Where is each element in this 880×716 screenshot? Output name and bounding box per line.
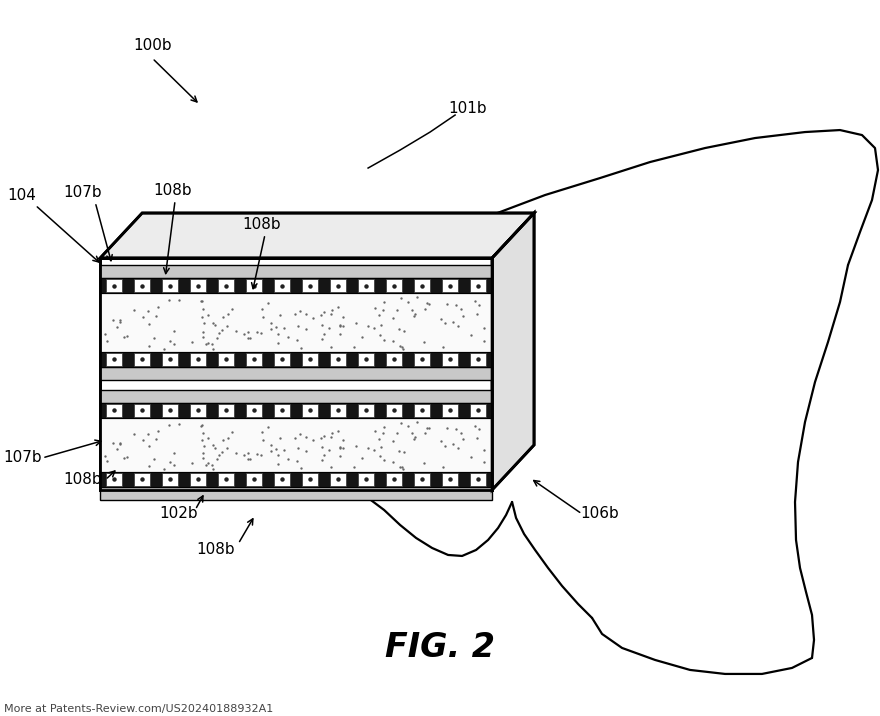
Polygon shape xyxy=(106,353,121,366)
Text: 101b: 101b xyxy=(449,100,488,115)
Polygon shape xyxy=(135,405,150,417)
Polygon shape xyxy=(330,405,346,417)
Polygon shape xyxy=(470,279,486,292)
Polygon shape xyxy=(443,353,458,366)
Polygon shape xyxy=(275,353,290,366)
Polygon shape xyxy=(358,279,374,292)
Text: 108b: 108b xyxy=(196,543,234,558)
Text: 102b: 102b xyxy=(158,506,197,521)
Polygon shape xyxy=(470,353,486,366)
Polygon shape xyxy=(190,405,206,417)
Polygon shape xyxy=(386,405,401,417)
Polygon shape xyxy=(275,473,290,485)
Polygon shape xyxy=(218,473,234,485)
Polygon shape xyxy=(106,405,121,417)
Polygon shape xyxy=(330,473,346,485)
Polygon shape xyxy=(358,473,374,485)
Polygon shape xyxy=(302,473,318,485)
Polygon shape xyxy=(100,265,492,278)
Polygon shape xyxy=(100,403,492,418)
Text: 107b: 107b xyxy=(62,185,101,200)
Polygon shape xyxy=(246,353,261,366)
Polygon shape xyxy=(106,279,121,292)
Polygon shape xyxy=(386,353,401,366)
Polygon shape xyxy=(414,473,429,485)
Polygon shape xyxy=(275,279,290,292)
Polygon shape xyxy=(443,473,458,485)
Polygon shape xyxy=(358,353,374,366)
Polygon shape xyxy=(100,278,492,293)
Polygon shape xyxy=(443,279,458,292)
Polygon shape xyxy=(100,418,492,472)
Polygon shape xyxy=(246,279,261,292)
Text: 108b: 108b xyxy=(243,216,282,231)
Polygon shape xyxy=(218,353,234,366)
Polygon shape xyxy=(100,293,492,352)
Polygon shape xyxy=(330,279,346,292)
Text: 108b: 108b xyxy=(62,473,101,488)
Polygon shape xyxy=(218,405,234,417)
Polygon shape xyxy=(386,279,401,292)
Text: 100b: 100b xyxy=(133,37,172,52)
Polygon shape xyxy=(162,405,178,417)
Polygon shape xyxy=(443,405,458,417)
Polygon shape xyxy=(246,405,261,417)
Text: 106b: 106b xyxy=(581,506,620,521)
Polygon shape xyxy=(135,279,150,292)
Polygon shape xyxy=(246,473,261,485)
Polygon shape xyxy=(100,258,492,490)
Polygon shape xyxy=(190,473,206,485)
Polygon shape xyxy=(414,279,429,292)
Polygon shape xyxy=(100,352,492,367)
Polygon shape xyxy=(162,473,178,485)
Text: 107b: 107b xyxy=(3,450,41,465)
Text: 104: 104 xyxy=(8,188,37,203)
Polygon shape xyxy=(100,487,492,500)
Text: 108b: 108b xyxy=(153,183,192,198)
Polygon shape xyxy=(275,405,290,417)
Polygon shape xyxy=(492,213,534,490)
Polygon shape xyxy=(100,390,492,403)
Polygon shape xyxy=(414,405,429,417)
Polygon shape xyxy=(330,353,346,366)
Polygon shape xyxy=(100,472,492,487)
Polygon shape xyxy=(414,353,429,366)
Polygon shape xyxy=(100,213,534,258)
Polygon shape xyxy=(218,279,234,292)
Polygon shape xyxy=(302,405,318,417)
Text: FIG. 2: FIG. 2 xyxy=(385,632,495,664)
Polygon shape xyxy=(302,353,318,366)
Polygon shape xyxy=(470,473,486,485)
Polygon shape xyxy=(190,279,206,292)
Polygon shape xyxy=(302,279,318,292)
Polygon shape xyxy=(162,353,178,366)
Polygon shape xyxy=(190,353,206,366)
Polygon shape xyxy=(470,405,486,417)
Polygon shape xyxy=(135,353,150,366)
Polygon shape xyxy=(135,473,150,485)
Polygon shape xyxy=(358,405,374,417)
Polygon shape xyxy=(386,473,401,485)
Polygon shape xyxy=(162,279,178,292)
Polygon shape xyxy=(100,367,492,380)
Text: More at Patents-Review.com/US20240188932A1: More at Patents-Review.com/US20240188932… xyxy=(4,704,274,714)
Polygon shape xyxy=(106,473,121,485)
